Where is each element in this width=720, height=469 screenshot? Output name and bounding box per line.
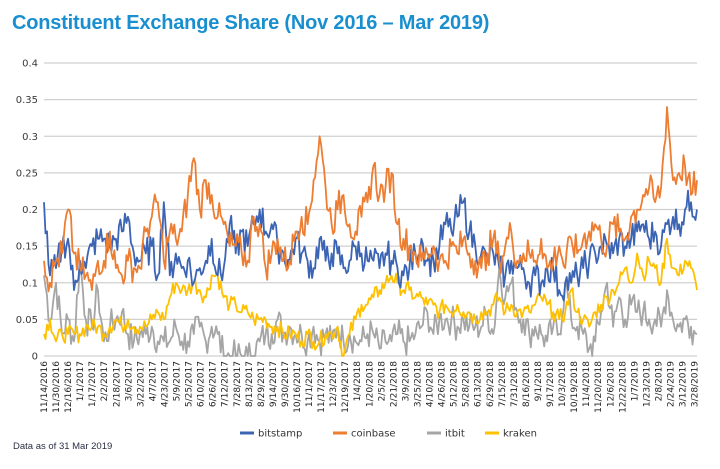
legend-item-bitstamp: bitstamp [240, 429, 302, 440]
y-tick-label: 0 [32, 352, 38, 363]
x-tick-label: 2/5/2018 [377, 361, 387, 402]
series-lines [43, 106, 698, 357]
y-tick-label: 0.2 [22, 205, 38, 216]
x-tick-label: 4/23/2017 [160, 361, 170, 407]
x-tick-label: 12/6/2018 [606, 361, 616, 407]
x-tick-label: 1/1/2017 [76, 361, 86, 401]
x-tick-label: 1/17/2017 [88, 361, 98, 407]
y-axis-ticks: 0 0.05 0.1 0.15 0.2 0.25 0.3 0.35 0.4 [16, 59, 38, 363]
x-tick-label: 11/14/2016 [40, 361, 50, 413]
series-line-kraken [43, 237, 698, 357]
x-tick-label: 5/25/2017 [185, 361, 195, 407]
legend-label: bitstamp [258, 429, 302, 440]
legend-label: kraken [503, 429, 537, 440]
x-tick-label: 11/20/2018 [594, 361, 604, 413]
x-tick-label: 5/28/2018 [462, 361, 472, 407]
series-line-itbit [43, 259, 698, 357]
x-tick-label: 11/4/2018 [582, 361, 592, 407]
x-tick-label: 1/20/2018 [365, 361, 375, 407]
x-tick-label: 11/17/2017 [317, 361, 327, 413]
y-tick-label: 0.3 [22, 132, 38, 143]
y-tick-label: 0.1 [22, 278, 38, 289]
x-tick-label: 11/30/2016 [52, 361, 62, 413]
x-tick-label: 8/16/2018 [522, 361, 532, 407]
x-tick-label: 1/4/2018 [353, 361, 363, 402]
y-tick-label: 0.35 [16, 95, 38, 106]
x-tick-label: 10/16/2017 [293, 361, 303, 413]
x-tick-label: 2/8/2019 [654, 361, 664, 402]
x-tick-label: 9/14/2017 [269, 361, 279, 407]
x-tick-label: 8/29/2017 [257, 361, 267, 407]
gridlines [44, 62, 697, 357]
x-tick-label: 11/1/2017 [305, 361, 315, 407]
y-tick-label: 0.25 [16, 168, 38, 179]
x-tick-label: 2/21/2018 [389, 361, 399, 407]
x-tick-label: 5/12/2018 [450, 361, 460, 407]
x-tick-label: 1/23/2019 [642, 361, 652, 407]
legend-label: itbit [445, 429, 465, 440]
y-tick-label: 0.15 [16, 242, 38, 253]
x-tick-label: 6/13/2018 [474, 361, 484, 407]
x-tick-label: 9/30/2017 [281, 361, 291, 407]
x-tick-label: 12/22/2018 [618, 361, 628, 413]
x-tick-label: 7/15/2018 [498, 361, 508, 407]
x-tick-label: 5/9/2017 [173, 361, 183, 401]
x-tick-label: 3/9/2018 [401, 361, 411, 402]
x-axis-ticks: 11/14/2016 11/30/2016 12/16/2016 1/1/2017 1/… [40, 361, 701, 413]
x-tick-label: 4/26/2018 [438, 361, 448, 407]
x-tick-label: 2/2/2017 [100, 361, 110, 401]
x-tick-label: 3/22/2017 [136, 361, 146, 407]
legend: bitstamp coinbase itbit kraken [240, 429, 537, 440]
chart-title: Constituent Exchange Share (Nov 2016 – M… [12, 12, 490, 34]
x-tick-label: 2/18/2017 [112, 361, 122, 407]
x-tick-label: 12/3/2017 [329, 361, 339, 407]
legend-item-kraken: kraken [485, 429, 537, 440]
x-tick-label: 7/12/2017 [221, 361, 231, 407]
x-tick-label: 4/10/2018 [426, 361, 436, 407]
y-tick-label: 0.05 [16, 315, 38, 326]
x-tick-label: 10/19/2018 [570, 361, 580, 413]
series-line-bitstamp [43, 189, 698, 302]
legend-item-coinbase: coinbase [333, 429, 396, 440]
x-tick-label: 6/26/2017 [209, 361, 219, 407]
x-tick-label: 1/7/2019 [630, 361, 640, 402]
x-tick-label: 3/6/2017 [124, 361, 134, 401]
x-tick-label: 10/3/2018 [558, 361, 568, 407]
x-tick-label: 12/16/2016 [64, 361, 74, 413]
x-tick-label: 8/13/2017 [245, 361, 255, 407]
x-tick-label: 2/24/2019 [666, 361, 676, 407]
legend-label: coinbase [351, 429, 396, 440]
series-line-coinbase [43, 106, 698, 293]
data-as-of-note: Data as of 31 Mar 2019 [13, 441, 113, 452]
y-tick-label: 0.4 [22, 59, 38, 70]
x-tick-label: 9/1/2018 [534, 361, 544, 402]
x-tick-label: 3/25/2018 [413, 361, 423, 407]
x-tick-label: 9/17/2018 [546, 361, 556, 407]
x-tick-label: 3/28/2019 [691, 361, 701, 407]
x-tick-label: 6/29/2018 [486, 361, 496, 407]
x-tick-label: 6/10/2017 [197, 361, 207, 407]
legend-item-itbit: itbit [427, 429, 465, 440]
x-tick-label: 4/7/2017 [148, 361, 158, 401]
x-tick-label: 12/19/2017 [341, 361, 351, 413]
x-tick-label: 7/28/2017 [233, 361, 243, 407]
x-tick-label: 3/12/2019 [679, 361, 689, 407]
x-tick-label: 7/31/2018 [510, 361, 520, 407]
